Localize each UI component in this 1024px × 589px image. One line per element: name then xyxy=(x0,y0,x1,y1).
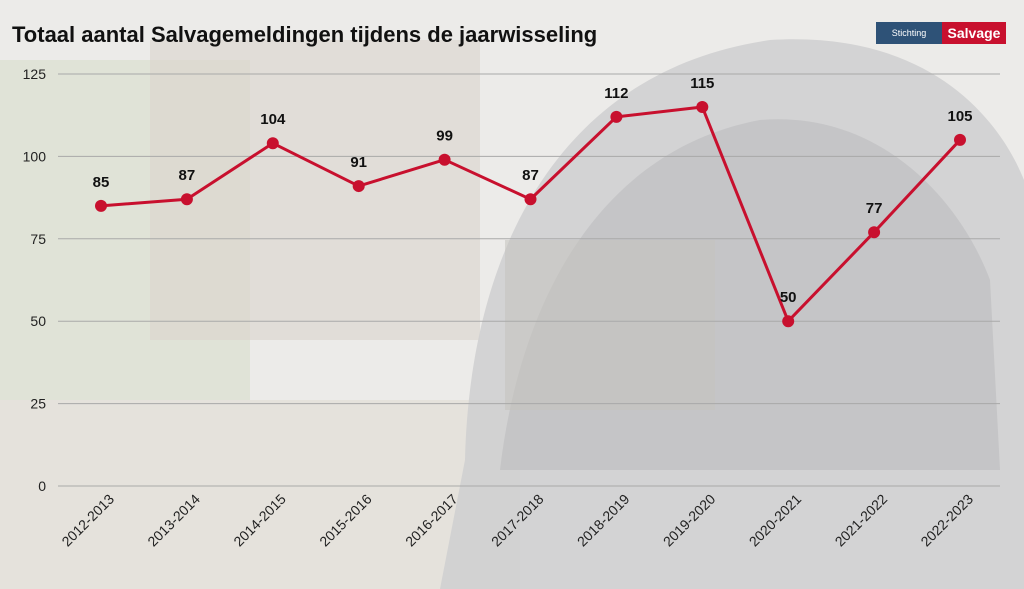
y-tick-label: 50 xyxy=(30,313,46,329)
x-tick-label: 2015-2016 xyxy=(316,491,375,550)
data-label: 87 xyxy=(522,167,539,184)
x-tick-label: 2012-2013 xyxy=(58,491,117,550)
data-label: 91 xyxy=(350,154,367,171)
x-tick-label: 2018-2019 xyxy=(574,491,633,550)
data-point xyxy=(266,137,279,150)
data-label: 105 xyxy=(947,108,972,125)
stichting-salvage-logo: Stichting Salvage xyxy=(876,22,1012,46)
data-label: 112 xyxy=(604,85,628,102)
data-point xyxy=(610,110,623,123)
data-point xyxy=(868,226,881,239)
x-tick-label: 2017-2018 xyxy=(488,491,547,550)
x-tick-label: 2016-2017 xyxy=(402,491,461,550)
y-tick-label: 125 xyxy=(23,66,47,82)
data-label: 104 xyxy=(260,111,286,128)
chart-title: Totaal aantal Salvagemeldingen tijdens d… xyxy=(12,22,598,47)
data-point xyxy=(782,315,795,328)
data-point xyxy=(95,199,107,212)
x-tick-label: 2022-2023 xyxy=(917,491,976,550)
data-label: 115 xyxy=(690,75,714,92)
data-label: 99 xyxy=(436,128,453,145)
x-tick-label: 2014-2015 xyxy=(230,491,289,550)
x-tick-label: 2013-2014 xyxy=(144,491,203,550)
y-tick-label: 75 xyxy=(30,231,46,247)
y-tick-label: 100 xyxy=(23,148,47,164)
data-label: 50 xyxy=(780,289,797,306)
logo-salvage-text: Salvage xyxy=(942,22,1006,44)
data-point xyxy=(438,153,451,166)
data-label: 87 xyxy=(179,167,196,184)
y-tick-label: 0 xyxy=(38,478,46,494)
y-tick-label: 25 xyxy=(30,396,46,412)
data-point xyxy=(954,133,966,146)
x-tick-label: 2021-2022 xyxy=(832,491,891,550)
data-label: 77 xyxy=(866,200,883,217)
x-tick-label: 2020-2021 xyxy=(746,491,805,550)
data-point xyxy=(524,193,537,206)
logo-stichting-text: Stichting xyxy=(876,22,942,44)
x-tick-label: 2019-2020 xyxy=(660,491,719,550)
data-point xyxy=(180,193,193,206)
data-label: 85 xyxy=(93,174,110,191)
data-point xyxy=(352,180,365,193)
series-line xyxy=(100,105,962,323)
data-point xyxy=(696,100,709,113)
